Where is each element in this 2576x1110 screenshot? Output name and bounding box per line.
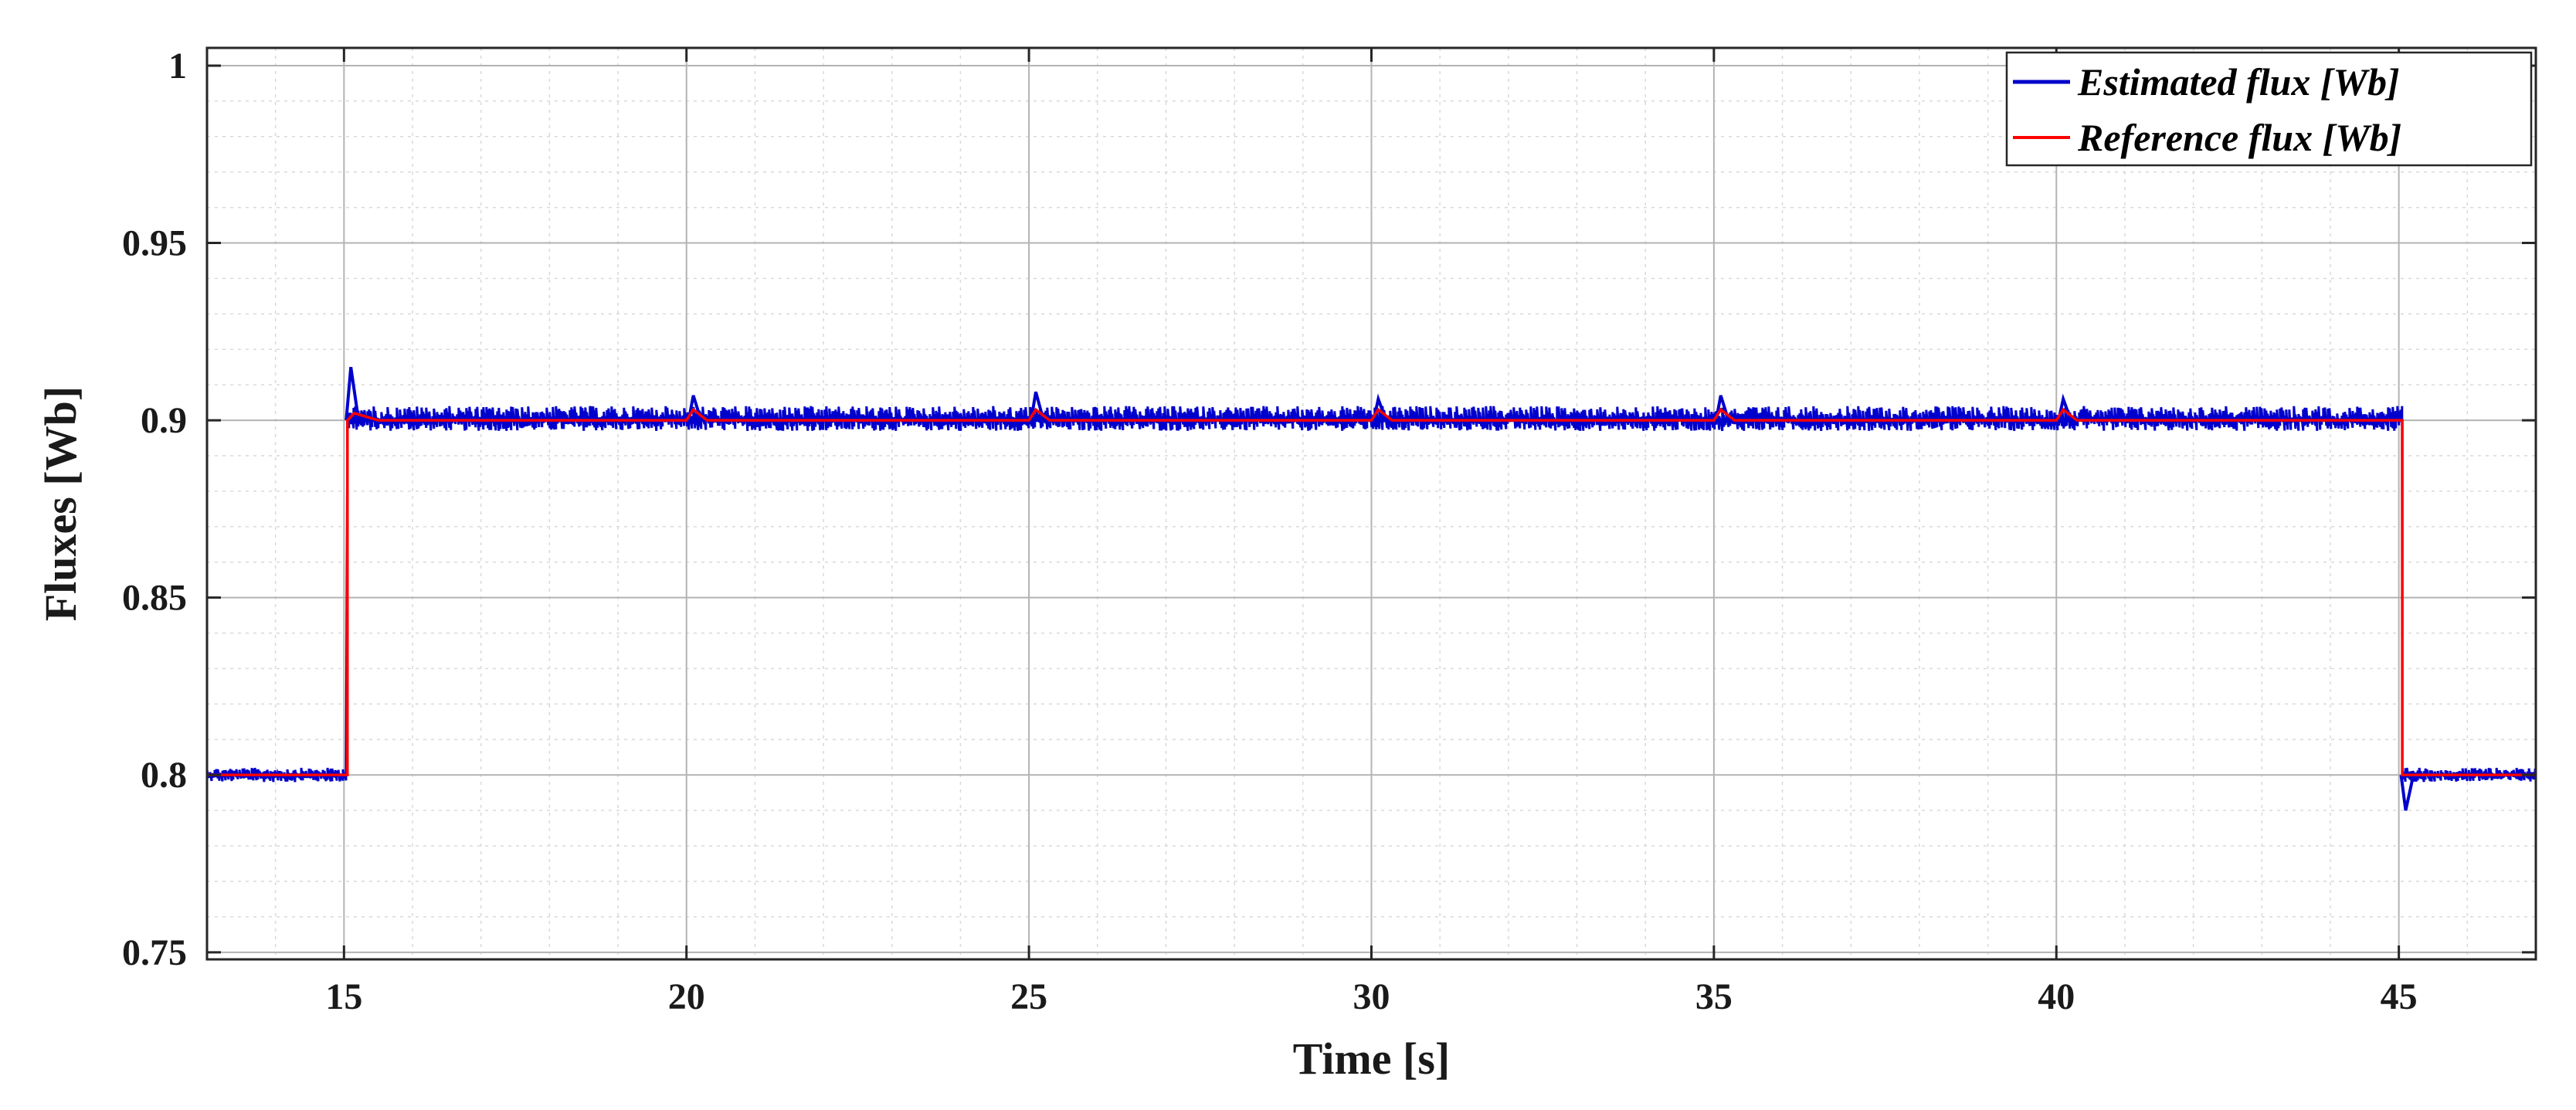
y-tick-label: 1 [168, 46, 187, 87]
x-axis-title: Time [s] [1293, 1034, 1451, 1084]
estimated-spike-0 [344, 366, 361, 421]
y-tick-labels: 0.75 0.8 0.85 0.9 0.95 1 [122, 46, 187, 973]
legend: Estimated flux [Wb] Reference flux [Wb] [2005, 51, 2533, 167]
y-axis-title: Fluxes [Wb] [36, 386, 86, 622]
x-tick-label: 30 [1353, 976, 1390, 1017]
y-tick-label: 0.85 [122, 578, 187, 619]
x-tick-label: 45 [2381, 976, 2418, 1017]
x-tick-label: 15 [325, 976, 362, 1017]
legend-box [2005, 51, 2533, 167]
plot-series [207, 366, 2536, 811]
x-tick-labels: 15 20 25 30 35 40 45 [325, 976, 2417, 1017]
x-tick-label: 40 [2038, 976, 2075, 1017]
series-reference-flux [207, 407, 2536, 776]
estimated-spike-6 [2399, 774, 2415, 811]
x-tick-label: 25 [1010, 976, 1047, 1017]
estimated-spike-2 [1030, 391, 1045, 421]
x-tick-label: 20 [668, 976, 705, 1017]
y-tick-label: 0.75 [122, 932, 187, 973]
y-tick-label: 0.8 [141, 755, 187, 796]
y-tick-label: 0.95 [122, 223, 187, 264]
legend-label-reference: Reference flux [Wb] [2077, 116, 2401, 159]
y-tick-label: 0.9 [141, 400, 187, 441]
x-tick-label: 35 [1695, 976, 1733, 1017]
legend-label-estimated: Estimated flux [Wb] [2077, 60, 2400, 104]
